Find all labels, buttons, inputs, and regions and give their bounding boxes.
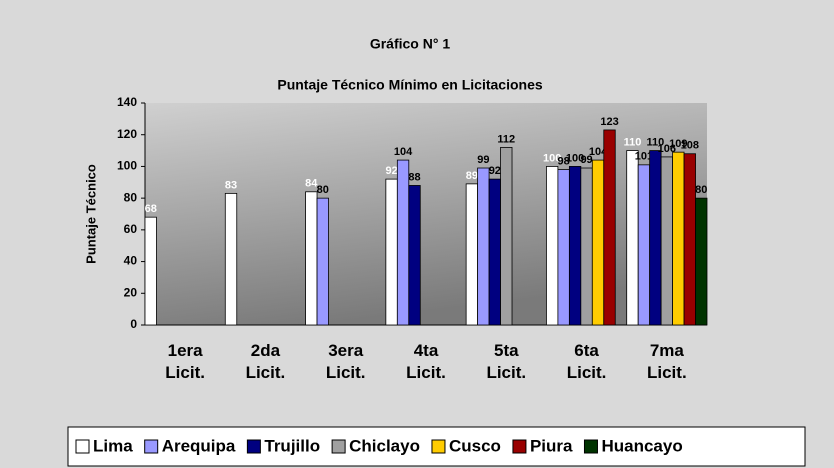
bar (568, 166, 582, 326)
bar (557, 169, 570, 326)
data-label: 80 (695, 184, 707, 196)
legend-swatch (246, 439, 261, 454)
data-label: 110 (647, 136, 665, 148)
legend-swatch (144, 439, 159, 454)
x-tick-label: 2da Licit. (245, 341, 286, 382)
y-tick-label: 20 (124, 285, 138, 299)
bar (637, 164, 651, 326)
bar (649, 150, 662, 326)
y-tick-label: 80 (124, 190, 138, 204)
legend-swatch (431, 439, 446, 454)
y-axis-label: Puntaje Técnico (83, 164, 98, 264)
data-label: 110 (624, 136, 642, 148)
data-label: 123 (600, 116, 618, 128)
bar (695, 197, 708, 326)
legend-label: Huancayo (601, 436, 682, 455)
bar (465, 183, 479, 326)
bar (500, 146, 513, 326)
bar (396, 159, 410, 326)
data-label: 112 (497, 133, 515, 145)
legend-swatch (331, 439, 346, 454)
bar (316, 197, 329, 326)
legend-swatch (583, 439, 598, 454)
data-label: 84 (305, 178, 318, 190)
data-label: 92 (385, 165, 397, 177)
bar (591, 159, 605, 326)
legend-swatch (75, 439, 90, 454)
bar (603, 129, 616, 326)
y-tick-label: 100 (117, 159, 137, 173)
data-label: 104 (394, 146, 413, 158)
x-tick-label: 6ta Licit. (566, 341, 607, 382)
bar (580, 167, 593, 326)
bar (385, 178, 398, 326)
bar (144, 216, 157, 326)
data-label: 89 (466, 170, 478, 182)
legend-label: Arequipa (162, 436, 236, 455)
bar (488, 178, 501, 326)
x-tick-label: 4ta Licit. (406, 341, 446, 382)
data-label: 80 (317, 184, 329, 196)
chart-title: Gráfico N° 1 (370, 36, 451, 52)
chart-subtitle: Puntaje Técnico Mínimo en Licitaciones (277, 77, 542, 93)
legend-label: Lima (93, 436, 133, 455)
bar (660, 156, 673, 326)
data-label: 106 (658, 143, 676, 155)
data-label: 100 (566, 152, 584, 164)
bar (305, 191, 318, 326)
legend-label: Piura (530, 436, 573, 455)
legend-label: Cusco (449, 436, 501, 455)
data-label: 101 (635, 151, 653, 163)
y-tick-label: 60 (124, 222, 138, 236)
y-tick-label: 40 (124, 254, 138, 268)
x-tick-label: 5ta Licit. (486, 341, 527, 382)
data-label: 99 (477, 154, 489, 166)
x-tick-label: 1era Licit. (165, 341, 205, 382)
bar (683, 153, 696, 326)
data-label: 92 (489, 165, 501, 177)
data-label: 109 (669, 138, 687, 150)
legend-swatch (512, 439, 527, 454)
y-tick-label: 0 (130, 317, 137, 331)
data-label: 98 (558, 156, 570, 168)
bar (477, 167, 490, 326)
data-label: 104 (589, 146, 608, 158)
bar (224, 192, 238, 326)
legend-label: Trujillo (264, 436, 320, 455)
bar (408, 185, 421, 326)
bar (626, 150, 639, 326)
x-tick-label: 7ma Licit. (647, 341, 687, 382)
data-label: 100 (543, 152, 561, 164)
y-tick-label: 120 (117, 127, 137, 141)
data-label: 88 (408, 171, 420, 183)
bar (546, 166, 559, 326)
data-label: 83 (225, 179, 237, 191)
y-tick-label: 140 (117, 95, 137, 109)
data-label: 108 (681, 140, 699, 152)
bar (672, 151, 685, 326)
data-label: 99 (580, 154, 592, 166)
legend-label: Chiclayo (349, 436, 420, 455)
x-tick-label: 3era Licit. (325, 341, 366, 382)
data-label: 68 (145, 203, 157, 215)
